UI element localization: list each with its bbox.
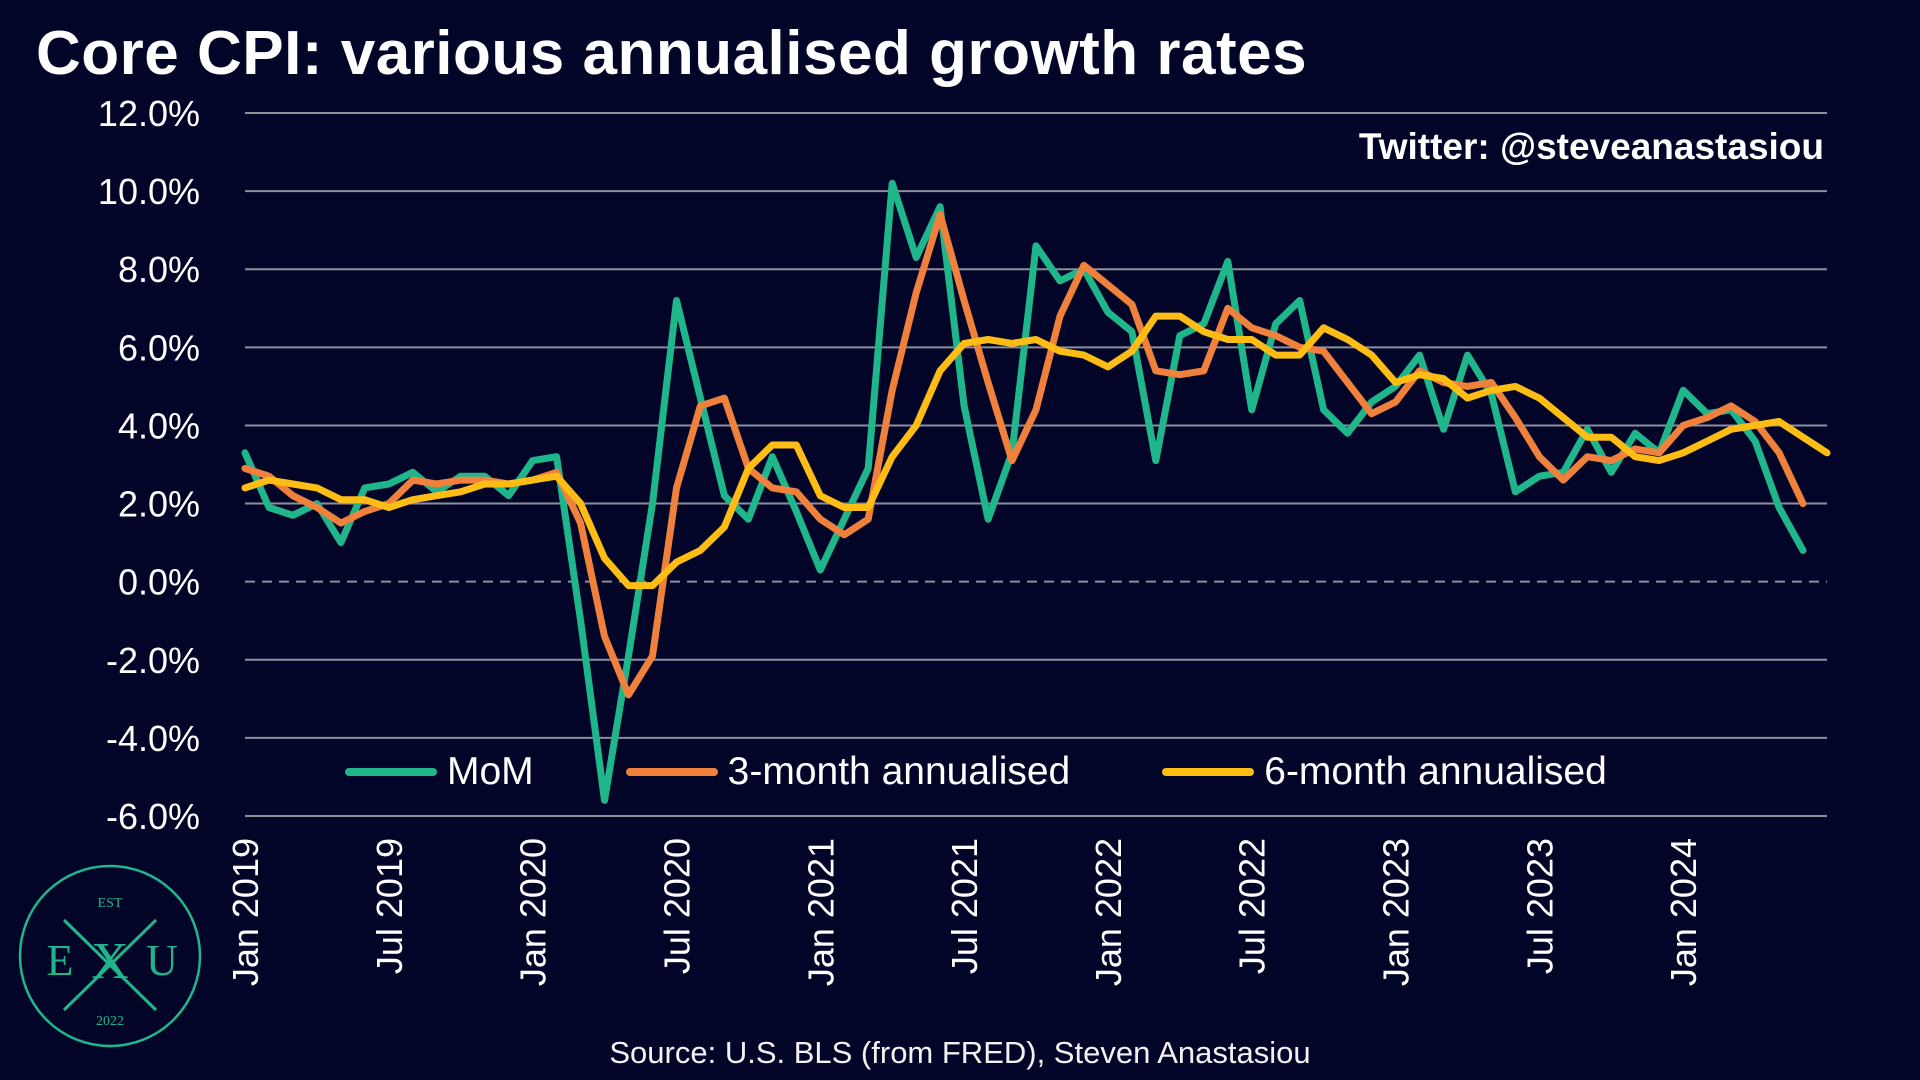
source-note: Source: U.S. BLS (from FRED), Steven Ana… <box>609 1035 1311 1070</box>
y-tick-label: 6.0% <box>118 327 200 368</box>
y-axis-ticks: 12.0% 10.0% 8.0% 6.0% 4.0% 2.0% 0.0% -2.0% -4.0%… <box>98 93 200 837</box>
x-axis-ticks: Jan 2019 Jul 2019 Jan 2020 Jul 2020 Jan 2021… <box>225 838 1704 986</box>
x-tick-label: Jan 2022 <box>1088 838 1129 986</box>
logo-letter-x: X <box>91 933 129 990</box>
y-tick-label: 10.0% <box>98 171 200 212</box>
x-tick-label: Jul 2019 <box>369 838 410 974</box>
series-line-mom <box>241 179 1807 804</box>
legend-swatch-6-month <box>1162 768 1255 776</box>
logo-year: 2022 <box>96 1014 124 1029</box>
x-tick-label: Jan 2019 <box>225 838 266 986</box>
logo-est: EST <box>98 896 123 911</box>
x-tick-label: Jul 2023 <box>1519 838 1560 974</box>
logo-ring <box>18 864 202 1048</box>
legend-item-mom: MoM <box>345 750 534 794</box>
legend-label-6-month: 6-month annualised <box>1264 750 1607 793</box>
legend-item-6-month: 6-month annualised <box>1162 750 1607 794</box>
legend-item-3-month: 3-month annualised <box>625 750 1071 794</box>
chart-title: Core CPI: various annualised growth rate… <box>36 19 1308 88</box>
y-tick-label: 8.0% <box>118 249 200 290</box>
grid-lines <box>245 112 1827 817</box>
legend-swatch-mom <box>345 768 437 776</box>
x-tick-label: Jan 2023 <box>1376 838 1417 986</box>
y-tick-label: -4.0% <box>106 718 200 759</box>
logo-sword-b <box>62 918 158 1012</box>
logo-letter-e: E <box>47 936 74 985</box>
y-tick-label: 2.0% <box>118 484 200 525</box>
twitter-handle: Twitter: @steveanastasiou <box>1358 126 1824 167</box>
legend-label-3-month: 3-month annualised <box>727 750 1071 793</box>
x-tick-label: Jul 2021 <box>944 838 985 974</box>
x-tick-label: Jan 2020 <box>513 838 554 986</box>
legend: MoM 3-month annualised 6-month annualise… <box>345 750 1699 794</box>
x-tick-label: Jul 2022 <box>1232 838 1273 974</box>
legend-label-mom: MoM <box>447 750 534 793</box>
series-lines <box>241 179 1831 804</box>
y-tick-label: -6.0% <box>106 796 200 837</box>
y-tick-label: 0.0% <box>118 562 200 603</box>
x-tick-label: Jan 2024 <box>1663 838 1704 986</box>
logo-letter-u: U <box>146 936 178 985</box>
x-tick-label: Jul 2020 <box>656 838 697 974</box>
series-line-6-month <box>241 312 1831 590</box>
y-tick-label: 12.0% <box>98 93 200 134</box>
legend-swatch-3-month <box>625 768 718 776</box>
y-tick-label: 4.0% <box>118 405 200 446</box>
exu-logo: EST E X U 2022 <box>18 864 202 1048</box>
y-tick-label: -2.0% <box>106 640 200 681</box>
x-tick-label: Jan 2021 <box>800 838 841 986</box>
